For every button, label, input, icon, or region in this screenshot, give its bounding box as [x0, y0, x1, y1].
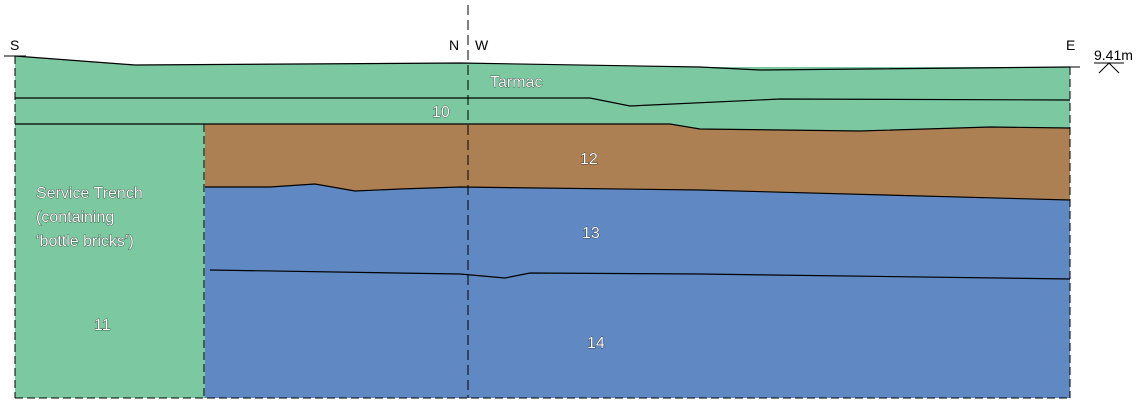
orientation-west: W: [475, 37, 489, 53]
label-context-10: 10: [432, 104, 450, 121]
label-context-11: 11: [94, 317, 111, 334]
orientation-south: S: [10, 37, 19, 53]
label-context-14: 14: [587, 335, 605, 352]
layer-13-base-line: [209, 269, 1071, 280]
tarmac-fill: [15, 56, 1070, 106]
datum-level-label: 9.41m: [1094, 47, 1133, 63]
service-trench-line-3: ‘bottle bricks’): [36, 233, 134, 250]
layer-12-base-line: [205, 183, 1071, 201]
tarmac-base-line: [15, 97, 1071, 107]
layer-12-fill: [205, 124, 1070, 200]
layer-13-14-fill: [205, 184, 1070, 398]
orientation-north: N: [449, 37, 459, 53]
layer-10-fill: [15, 98, 1070, 131]
label-context-13: 13: [582, 225, 600, 242]
label-tarmac: Tarmac: [490, 74, 542, 91]
label-context-12: 12: [580, 151, 598, 168]
datum-triangle-icon: [1098, 62, 1120, 74]
layer-10-base-line: [15, 123, 1071, 132]
layer-11-fill: [15, 124, 205, 398]
service-trench-line-1: Service Trench: [36, 185, 143, 202]
ground-surface-line: [14, 55, 1071, 71]
orientation-east: E: [1066, 37, 1075, 53]
service-trench-line-2: (containing: [36, 209, 114, 226]
